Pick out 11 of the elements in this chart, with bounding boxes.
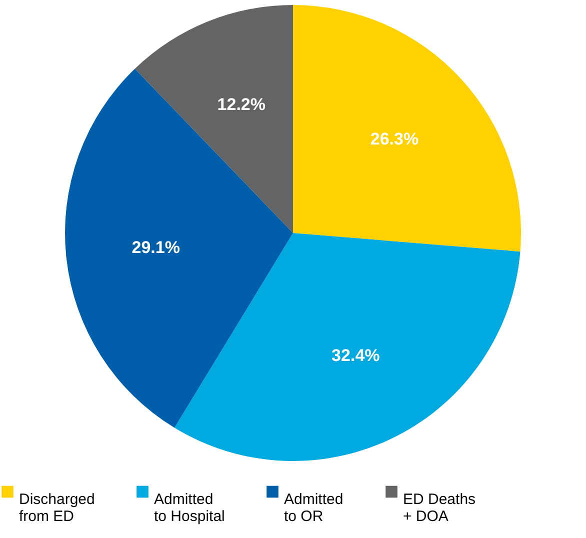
legend-label: Admitted to OR [284, 490, 344, 525]
legend-label: Discharged from ED [19, 490, 95, 525]
pie-slice [293, 5, 521, 252]
legend-label: Admitted to Hospital [154, 490, 225, 525]
data-label: 32.4% [332, 346, 380, 365]
pie-slice [65, 68, 293, 428]
data-label: 29.1% [132, 238, 180, 258]
data-label: 12.2% [217, 95, 266, 114]
pie-slice [134, 5, 293, 233]
data-label: 26.3% [370, 129, 419, 148]
legend-label: ED Deaths + DOA [403, 490, 476, 525]
